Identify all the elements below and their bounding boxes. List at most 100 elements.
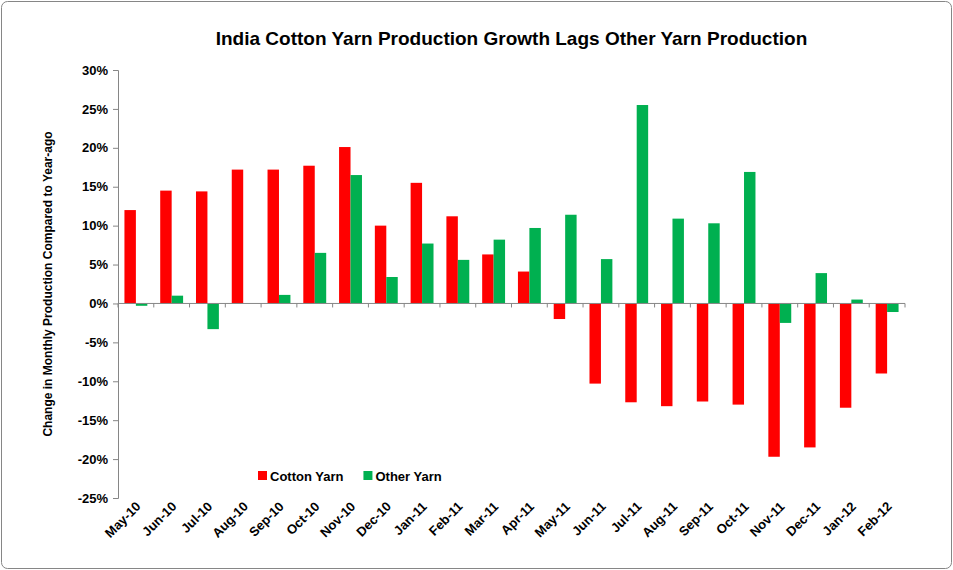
y-axis-title: Change in Monthly Production Compared to… [41,131,55,436]
bars [124,105,898,457]
bar [482,254,493,303]
x-tick-label: Jan-11 [391,499,430,538]
legend-label: Other Yarn [375,469,441,484]
y-tick-label: -25% [78,491,109,506]
bar [733,303,744,404]
y-tick: 30% [82,63,118,78]
bar [124,210,135,303]
bar [601,259,612,303]
category-separator [618,303,619,307]
y-axis: -25%-20%-15%-10%-5%0%5%10%15%20%25%30% [78,63,119,506]
y-tick-label: 15% [82,179,108,194]
bar [411,183,422,304]
category-separator [761,303,762,307]
bar [876,303,887,373]
x-tick: Jan-12 [819,499,859,539]
category-separator [261,303,262,307]
y-tick-mark [113,459,118,460]
x-tick-label: Jan-12 [819,499,859,539]
legend-item: Cotton Yarn [258,469,343,484]
bar [637,105,648,303]
bar [744,172,755,304]
y-tick-label: 10% [82,218,108,233]
bar [697,303,708,401]
bar [279,295,290,304]
x-tick: Jun-10 [139,499,179,539]
y-tick: -15% [78,413,118,428]
category-separator [225,303,226,307]
y-tick-mark [113,342,118,343]
x-tick-label: May-11 [532,499,573,540]
x-tick-label: Dec-11 [783,499,823,539]
y-tick-mark [113,148,118,149]
y-tick-label: 30% [82,63,108,78]
x-tick: Oct-11 [713,499,752,538]
bar [565,215,576,304]
chart-border [2,2,952,569]
legend-swatch [363,471,372,480]
x-tick: Jun-11 [569,499,609,539]
y-axis-line [113,71,119,499]
chart-container: -25%-20%-15%-10%-5%0%5%10%15%20%25%30%Ma… [0,0,953,570]
x-tick-label: Feb-11 [426,499,466,539]
x-tick: Sep-10 [246,499,287,540]
x-tick: Apr-11 [498,499,537,538]
category-separator [439,303,440,307]
y-tick: 15% [82,179,118,194]
x-tick: Sep-11 [676,499,716,539]
bar [422,244,433,304]
category-separator [296,303,297,307]
x-tick-label: Mar-11 [462,499,502,539]
x-tick: Mar-11 [462,499,502,539]
x-tick-label: Feb-12 [855,499,895,539]
y-tick-label: -5% [85,335,109,350]
y-tick-mark [113,498,118,499]
x-tick: Aug-10 [209,499,251,541]
y-tick: 10% [82,218,118,233]
x-tick-label: Jun-10 [139,499,179,539]
bar [554,303,565,319]
y-tick-label: 0% [89,296,108,311]
y-tick-label: 20% [82,140,108,155]
bar [840,303,851,407]
bar [768,303,779,456]
plot-area: -25%-20%-15%-10%-5%0%5%10%15%20%25%30%Ma… [78,63,905,541]
bar [672,219,683,304]
category-separator [869,303,870,307]
legend-swatch [258,471,267,480]
bar [339,147,350,303]
x-tick: Aug-11 [639,499,680,540]
bar [446,216,457,303]
bar [458,260,469,304]
x-tick: Dec-11 [783,499,823,539]
x-axis: May-10Jun-10Jul-10Aug-10Sep-10Oct-10Nov-… [102,499,895,541]
bar [351,175,362,303]
x-tick-label: Oct-10 [283,499,322,538]
y-tick: 25% [82,102,118,117]
x-tick: Nov-11 [747,499,788,540]
y-tick-mark [113,381,118,382]
legend-label: Cotton Yarn [270,469,343,484]
category-separator [797,303,798,307]
bar [887,303,898,312]
bar [494,240,505,304]
bar-series [136,105,899,329]
x-tick-label: Sep-10 [246,499,287,540]
bar [708,223,719,303]
x-tick: Jan-11 [391,499,430,538]
bar [851,300,862,304]
x-tick-label: Apr-11 [498,499,537,538]
bar [386,277,397,303]
x-tick-label: Sep-11 [676,499,716,539]
x-tick-label: Aug-11 [639,499,680,540]
y-tick-mark [113,109,118,110]
category-separator [690,303,691,307]
chart-svg: -25%-20%-15%-10%-5%0%5%10%15%20%25%30%Ma… [0,0,953,570]
y-tick-label: -10% [78,374,109,389]
category-separator [726,303,727,307]
bar [315,253,326,304]
y-tick: -10% [78,374,118,389]
y-tick-label: -15% [78,413,109,428]
category-separator [583,303,584,307]
bar [303,166,314,304]
